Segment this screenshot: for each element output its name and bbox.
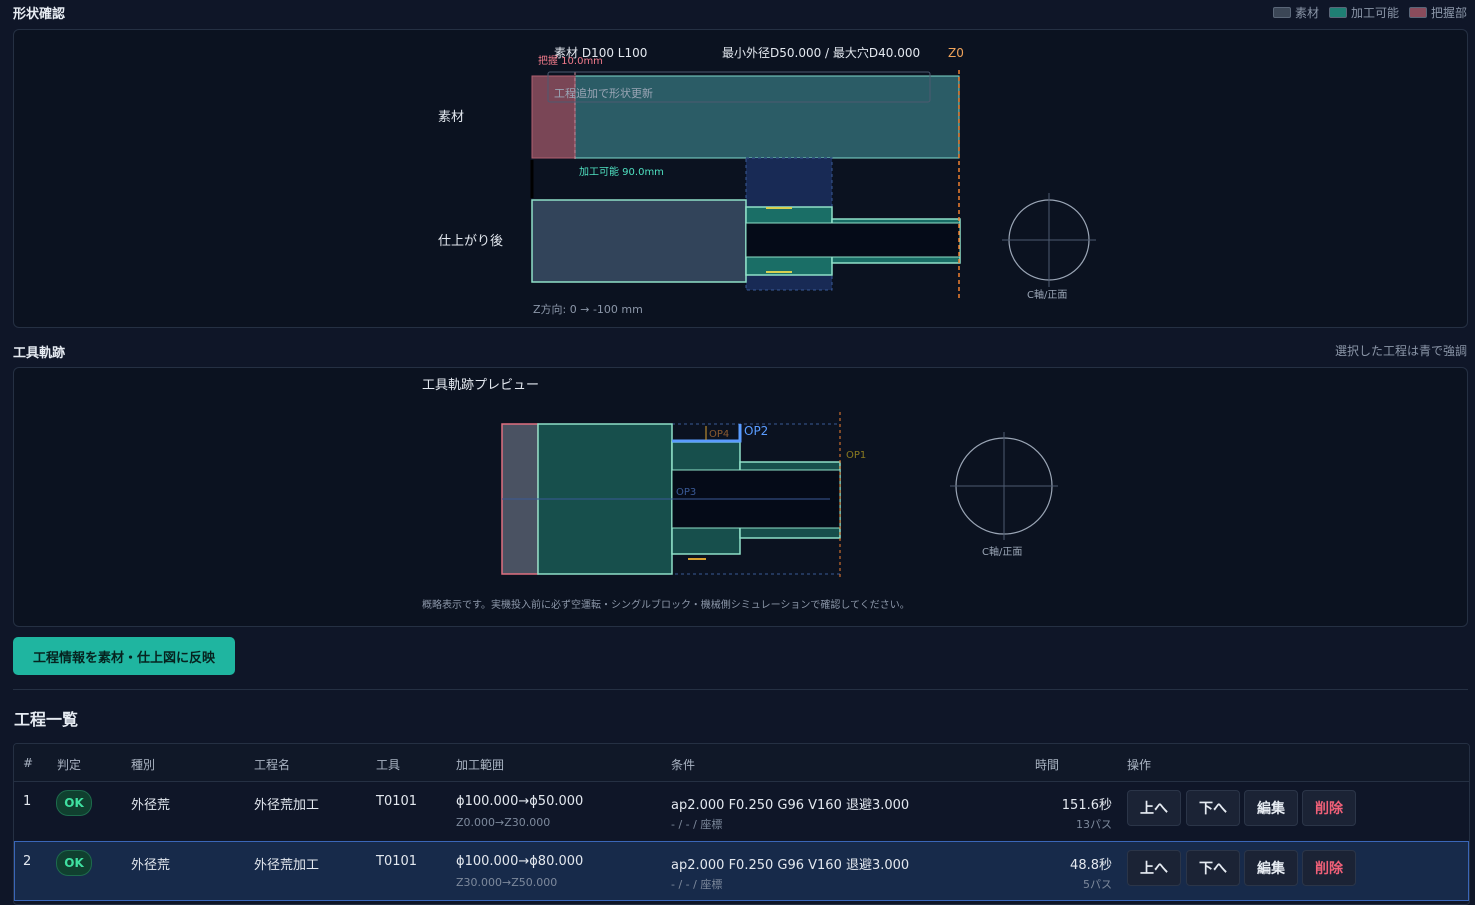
stock-bar: [531, 75, 960, 159]
shape-section-title: 形状確認: [13, 7, 66, 22]
process-list-title: 工程一覧: [14, 710, 79, 729]
col-type: 種別: [131, 758, 156, 772]
edit-button[interactable]: 編集: [1244, 790, 1298, 826]
col-name: 工程名: [254, 758, 291, 772]
toolpath-c-axis-label: C軸/正面: [982, 545, 1022, 558]
row-tool: T0101: [376, 794, 418, 809]
status-badge: OK: [56, 850, 92, 876]
op3-label: OP3: [676, 487, 696, 498]
status-badge: OK: [56, 790, 92, 816]
update-hint-box: [547, 71, 931, 103]
legend-label: 素材: [1294, 6, 1319, 20]
toolpath-note: 概略表示です。実機投入前に必ず空運転・シングルブロック・機械側シミュレーションで…: [422, 598, 910, 611]
row-tool: T0101: [376, 854, 418, 869]
finished-bore: [745, 222, 961, 258]
update-hint: 工程追加で形状更新: [554, 86, 653, 100]
legend-item-machinable: 加工可能: [1328, 4, 1399, 21]
toolpath-section-title: 工具軌跡: [13, 346, 66, 361]
move-down-button[interactable]: 下へ: [1186, 850, 1240, 886]
table-header: # 判定 種別 工程名 工具 加工範囲 条件 時間 操作: [14, 744, 1469, 782]
row-range-z: Z0.000→Z30.000: [456, 816, 551, 829]
minmax-diameter: 最小外径D50.000 / 最大穴D40.000: [722, 45, 920, 60]
delete-button[interactable]: 削除: [1302, 790, 1356, 826]
row-conditions-sub: - / - / 座標: [671, 878, 723, 891]
row-conditions-sub: - / - / 座標: [671, 818, 723, 831]
col-time: 時間: [1035, 758, 1060, 772]
legend-item-stock: 素材: [1272, 4, 1319, 21]
op1-label: OP1: [846, 450, 866, 461]
col-range: 加工範囲: [456, 758, 505, 772]
legend-item-grip: 把握部: [1408, 4, 1467, 21]
col-status: 判定: [57, 758, 82, 772]
z0-label: Z0: [948, 46, 964, 60]
row-type: 外径荒: [131, 798, 171, 813]
delete-button[interactable]: 削除: [1302, 850, 1356, 886]
legend: 素材 加工可能 把握部: [1272, 4, 1467, 21]
row-type: 外径荒: [131, 858, 171, 873]
col-tool: 工具: [376, 758, 401, 772]
row-no: 1: [23, 794, 32, 809]
col-actions: 操作: [1127, 758, 1152, 772]
legend-swatch-grip: [1408, 7, 1427, 18]
reflect-button[interactable]: 工程情報を素材・仕上図に反映: [13, 637, 235, 675]
col-no: #: [23, 756, 34, 770]
shape-panel: 素材 仕上がり後 素材 D100 L100 最小外径D50.000 / 最大穴D…: [13, 29, 1468, 328]
legend-swatch-stock: [1272, 7, 1291, 18]
legend-label: 加工可能: [1350, 6, 1399, 20]
row-name: 外径荒加工: [254, 858, 320, 873]
row-conditions: ap2.000 F0.250 G96 V160 退避3.000: [671, 858, 910, 873]
row-time: 151.6秒: [1061, 798, 1112, 813]
row-time: 48.8秒: [1070, 858, 1112, 873]
row-passes: 5パス: [1083, 878, 1112, 891]
machinable-label: 加工可能 90.0mm: [579, 165, 664, 178]
row-range-z: Z30.000→Z50.000: [456, 876, 558, 889]
row-passes: 13パス: [1076, 818, 1112, 831]
edit-button[interactable]: 編集: [1244, 850, 1298, 886]
row-name: 外径荒加工: [254, 798, 320, 813]
grip-region: [531, 75, 576, 159]
toolpath-canvas: 工具軌跡プレビュー OP1 OP2 OP3 OP4 C軸/正面 概略表示です。実…: [422, 377, 1058, 611]
table-row[interactable]: 1 OK 外径荒 外径荒加工 T0101 ϕ100.000→ϕ50.000 Z0…: [14, 781, 1469, 842]
grip-label: 把握 10.0mm: [538, 54, 603, 67]
col-conditions: 条件: [671, 758, 696, 772]
process-table: # 判定 種別 工程名 工具 加工範囲 条件 時間 操作 1 OK 外径荒 外径…: [13, 743, 1470, 905]
move-up-button[interactable]: 上へ: [1127, 850, 1181, 886]
row-conditions: ap2.000 F0.250 G96 V160 退避3.000: [671, 798, 910, 813]
move-up-button[interactable]: 上へ: [1127, 790, 1181, 826]
toolpath-hint: 選択した工程は青で強調: [1334, 344, 1467, 358]
finished-body: [531, 199, 747, 283]
legend-swatch-machinable: [1328, 7, 1347, 18]
move-down-button[interactable]: 下へ: [1186, 790, 1240, 826]
c-axis-label: C軸/正面: [1027, 288, 1067, 301]
row-no: 2: [23, 854, 32, 869]
row-range: ϕ100.000→ϕ80.000: [456, 854, 584, 869]
toolpath-op2-highlight: [672, 424, 742, 443]
row-range: ϕ100.000→ϕ50.000: [456, 794, 584, 809]
row-label-finished: 仕上がり後: [438, 234, 503, 249]
op4-label: OP4: [709, 429, 729, 440]
stock-spec: 素材 D100 L100: [554, 46, 647, 60]
table-row-selected[interactable]: 2 OK 外径荒 外径荒加工 T0101 ϕ100.000→ϕ80.000 Z3…: [14, 841, 1469, 901]
shape-canvas: 素材 仕上がり後 素材 D100 L100 最小外径D50.000 / 最大穴D…: [438, 45, 1096, 316]
divider: [13, 689, 1468, 690]
legend-label: 把握部: [1430, 6, 1467, 20]
row-label-stock: 素材: [438, 110, 464, 125]
op2-label: OP2: [744, 424, 768, 438]
toolpath-preview-title: 工具軌跡プレビュー: [422, 377, 539, 393]
z-direction: Z方向: 0 → -100 mm: [533, 302, 643, 316]
toolpath-panel: 工具軌跡プレビュー OP1 OP2 OP3 OP4 C軸/正面 概略表示です。実…: [13, 367, 1468, 627]
